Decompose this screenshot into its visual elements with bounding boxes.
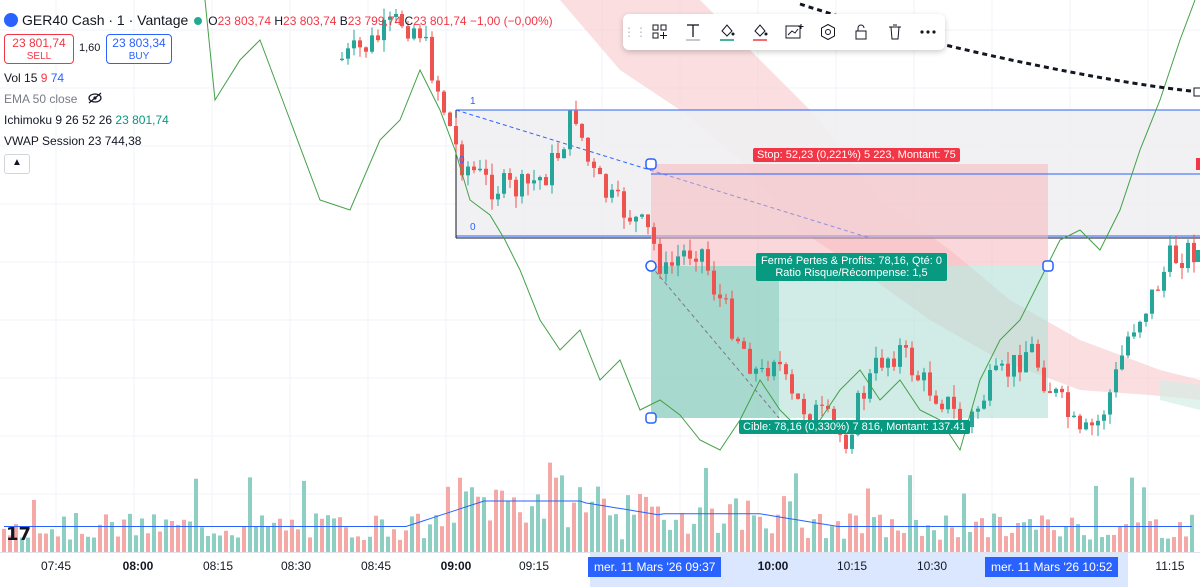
time-axis[interactable]: 07:45 08:00 08:15 08:30 08:45 09:00 09:15 10:00…	[0, 552, 1200, 587]
ema-end-handle[interactable]	[1193, 87, 1200, 97]
buy-price: 23 803,34	[112, 36, 166, 50]
vol-legend[interactable]: Vol 15 9 74	[4, 71, 64, 85]
vwap-value: 23 744,38	[88, 134, 142, 148]
close-key: C	[404, 14, 414, 28]
low-value: 23 799,74	[347, 14, 402, 28]
chart-add-icon[interactable]	[777, 14, 811, 50]
vol-value-1: 9	[40, 71, 48, 85]
width-handle[interactable]	[1042, 260, 1054, 272]
stop-zone	[651, 164, 1048, 266]
symbol-legend[interactable]: GER40 Cash · 1 · Vantage O23 803,74 H23 8…	[4, 12, 553, 28]
spread-value: 1,60	[79, 42, 101, 54]
time-tick: 10:30	[916, 559, 948, 573]
trash-icon[interactable]	[878, 14, 912, 50]
sell-button[interactable]: 23 801,74 SELL	[4, 34, 74, 64]
ichimoku-label: Ichimoku 9 26 52 26	[4, 113, 113, 127]
time-tick: 09:15	[518, 559, 550, 573]
ichimoku-legend[interactable]: Ichimoku 9 26 52 26 23 801,74	[4, 113, 169, 127]
time-tick: 08:15	[202, 559, 234, 573]
fib-label-1: 1	[470, 96, 476, 107]
fib-label-0: 0	[470, 222, 476, 233]
ema-legend[interactable]: EMA 50 close	[4, 92, 103, 106]
buy-label: BUY	[128, 51, 150, 62]
unlock-icon[interactable]	[844, 14, 878, 50]
drawing-toolbar: ⋮⋮	[623, 14, 945, 50]
fib-label-mid: 0	[459, 155, 465, 166]
symbol-name: GER40 Cash · 1 · Vantage	[22, 12, 189, 28]
more-icon[interactable]	[912, 14, 946, 50]
target-label: Cible: 78,16 (0,330%) 7 816, Montant: 13…	[739, 420, 970, 434]
time-tick: 08:00	[122, 559, 154, 573]
pnl-line-1: Fermé Pertes & Profits: 78,16, Qté: 0	[761, 255, 942, 267]
risk-reward-line: Ratio Risque/Récompense: 1,5	[775, 267, 928, 279]
right-scale-marker	[1196, 158, 1200, 170]
stop-label: Stop: 52,23 (0,221%) 5 223, Montant: 75	[753, 148, 960, 162]
ichimoku-lagging-line	[204, 0, 1196, 452]
high-key: H	[274, 14, 284, 28]
ema-line	[799, 2, 1200, 94]
pnl-label: Fermé Pertes & Profits: 78,16, Qté: 0 Ra…	[756, 253, 947, 281]
collapse-legend-button[interactable]: ▲	[4, 154, 30, 174]
time-tick: 08:30	[280, 559, 312, 573]
target-handle[interactable]	[645, 412, 657, 424]
change-value: −1,00 (−0,00%)	[469, 14, 553, 28]
time-tick: 09:00	[440, 559, 472, 573]
vwap-legend[interactable]: VWAP Session 23 744,38	[4, 134, 141, 148]
time-tick: 11:15	[1155, 559, 1185, 573]
sell-label: SELL	[26, 51, 52, 62]
position-diagonal	[650, 265, 780, 419]
volume-series	[2, 462, 1194, 552]
ichimoku-cloud-green	[1160, 380, 1200, 410]
vol-value-2: 74	[50, 71, 65, 85]
eye-off-icon[interactable]	[87, 92, 103, 104]
close-value: 23 801,74	[413, 14, 467, 28]
sell-price: 23 801,74	[12, 36, 66, 50]
tradingview-logo: 17	[6, 524, 32, 545]
line-color-icon[interactable]	[744, 14, 778, 50]
low-key: B	[339, 14, 348, 28]
fill-icon[interactable]	[710, 14, 744, 50]
open-value: 23 803,74	[217, 14, 272, 28]
buy-button[interactable]: 23 803,34 BUY	[106, 34, 172, 64]
ichimoku-value: 23 801,74	[115, 113, 169, 127]
chevron-up-icon: ▲	[12, 157, 22, 168]
grid-add-icon[interactable]	[643, 14, 677, 50]
text-icon[interactable]	[677, 14, 711, 50]
time-tick: 10:15	[836, 559, 868, 573]
price-chart[interactable]	[0, 0, 1200, 552]
fib-trend-line	[455, 109, 871, 239]
vol-label: Vol 15	[4, 71, 38, 85]
time-range-end-label: mer. 11 Mars '26 10:52	[985, 557, 1119, 577]
open-key: O	[208, 14, 218, 28]
volume-ma-line	[4, 500, 1192, 527]
time-tick: 07:45	[40, 559, 72, 573]
stop-handle[interactable]	[645, 158, 657, 170]
settings-hex-icon[interactable]	[811, 14, 845, 50]
drag-handle-icon[interactable]: ⋮⋮	[623, 25, 647, 39]
time-tick: 10:00	[757, 559, 789, 573]
entry-handle[interactable]	[645, 260, 657, 272]
time-range-start-label: mer. 11 Mars '26 09:37	[588, 557, 722, 577]
symbol-flag-icon	[4, 13, 18, 27]
high-value: 23 803,74	[283, 14, 337, 28]
vwap-label: VWAP Session	[4, 134, 85, 148]
right-scale-marker-2	[1196, 250, 1200, 262]
ema-label: EMA 50 close	[4, 92, 78, 106]
market-open-icon	[194, 17, 203, 25]
time-tick: 08:45	[360, 559, 392, 573]
